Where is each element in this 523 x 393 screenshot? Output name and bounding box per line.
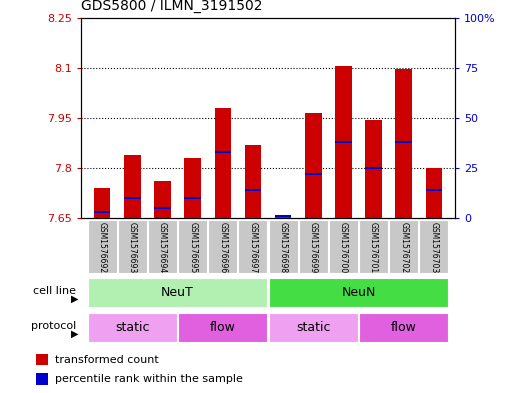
- Bar: [426, 189, 442, 191]
- Bar: [335, 66, 352, 218]
- Bar: [238, 220, 267, 273]
- Text: GSM1576695: GSM1576695: [188, 222, 197, 273]
- Text: ▶: ▶: [71, 294, 78, 304]
- Bar: [178, 313, 267, 342]
- Bar: [94, 188, 110, 218]
- Text: GSM1576701: GSM1576701: [369, 222, 378, 273]
- Bar: [36, 373, 48, 385]
- Text: flow: flow: [210, 321, 236, 334]
- Text: GSM1576694: GSM1576694: [158, 222, 167, 273]
- Bar: [154, 207, 171, 209]
- Bar: [245, 189, 262, 191]
- Bar: [275, 215, 291, 218]
- Text: transformed count: transformed count: [55, 354, 158, 365]
- Bar: [419, 220, 448, 273]
- Bar: [124, 154, 141, 218]
- Bar: [88, 220, 117, 273]
- Bar: [275, 215, 291, 217]
- Text: ▶: ▶: [71, 329, 78, 339]
- Text: protocol: protocol: [30, 321, 76, 331]
- Bar: [124, 197, 141, 199]
- Text: GDS5800 / ILMN_3191502: GDS5800 / ILMN_3191502: [81, 0, 263, 13]
- Text: GSM1576703: GSM1576703: [429, 222, 438, 273]
- Text: NeuT: NeuT: [161, 286, 194, 299]
- Bar: [305, 173, 322, 175]
- Bar: [36, 354, 48, 365]
- Bar: [148, 220, 177, 273]
- Bar: [184, 158, 201, 218]
- Text: GSM1576699: GSM1576699: [309, 222, 318, 273]
- Text: cell line: cell line: [33, 286, 76, 296]
- Text: GSM1576697: GSM1576697: [248, 222, 257, 273]
- Bar: [426, 168, 442, 218]
- Bar: [305, 113, 322, 218]
- Bar: [329, 220, 358, 273]
- Bar: [214, 151, 231, 153]
- Bar: [214, 108, 231, 218]
- Bar: [395, 141, 412, 143]
- Text: GSM1576693: GSM1576693: [128, 222, 137, 273]
- Bar: [154, 181, 171, 218]
- Text: GSM1576702: GSM1576702: [399, 222, 408, 273]
- Bar: [269, 278, 448, 307]
- Text: percentile rank within the sample: percentile rank within the sample: [55, 374, 243, 384]
- Bar: [389, 220, 418, 273]
- Bar: [359, 313, 448, 342]
- Bar: [269, 313, 358, 342]
- Bar: [395, 70, 412, 218]
- Bar: [88, 278, 267, 307]
- Text: GSM1576692: GSM1576692: [98, 222, 107, 273]
- Bar: [208, 220, 237, 273]
- Bar: [184, 197, 201, 199]
- Text: static: static: [296, 321, 331, 334]
- Bar: [94, 211, 110, 213]
- Bar: [299, 220, 328, 273]
- Bar: [178, 220, 207, 273]
- Text: GSM1576696: GSM1576696: [218, 222, 228, 273]
- Bar: [365, 119, 382, 218]
- Bar: [365, 167, 382, 169]
- Text: flow: flow: [391, 321, 417, 334]
- Text: NeuN: NeuN: [342, 286, 376, 299]
- Bar: [88, 313, 177, 342]
- Bar: [335, 141, 352, 143]
- Text: GSM1576698: GSM1576698: [279, 222, 288, 273]
- Bar: [359, 220, 388, 273]
- Bar: [245, 145, 262, 218]
- Bar: [269, 220, 298, 273]
- Text: static: static: [115, 321, 150, 334]
- Bar: [118, 220, 147, 273]
- Text: GSM1576700: GSM1576700: [339, 222, 348, 273]
